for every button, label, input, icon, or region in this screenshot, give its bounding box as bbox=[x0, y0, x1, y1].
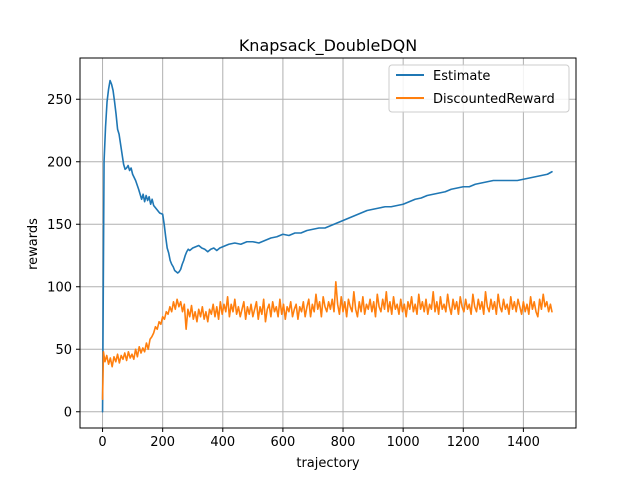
x-tick-label: 1000 bbox=[387, 435, 420, 450]
chart-title: Knapsack_DoubleDQN bbox=[239, 36, 417, 56]
y-tick-label: 50 bbox=[55, 343, 72, 358]
y-tick-label: 250 bbox=[47, 93, 72, 108]
y-tick-label: 100 bbox=[47, 280, 72, 295]
legend-box bbox=[388, 64, 570, 113]
legend-label-discounted-reward: DiscountedReward bbox=[433, 92, 555, 107]
legend: Estimate DiscountedReward bbox=[388, 64, 570, 113]
x-tick-label: 400 bbox=[210, 435, 235, 450]
series-line-estimate bbox=[101, 79, 553, 413]
y-tick-label: 200 bbox=[47, 155, 72, 170]
y-axis-ticks: 0 50 100 150 200 250 bbox=[47, 93, 80, 420]
y-tick-label: 150 bbox=[47, 218, 72, 233]
x-axis-ticks: 0 200 400 600 800 1000 1200 1400 bbox=[98, 428, 540, 450]
x-tick-label: 600 bbox=[270, 435, 295, 450]
gridlines bbox=[80, 58, 576, 428]
x-tick-label: 800 bbox=[331, 435, 356, 450]
x-tick-label: 1400 bbox=[507, 435, 540, 450]
series-group bbox=[101, 79, 553, 413]
axes-frame bbox=[79, 57, 577, 429]
series-line-discountedreward bbox=[101, 280, 553, 401]
legend-label-estimate: Estimate bbox=[433, 69, 490, 84]
x-tick-label: 0 bbox=[98, 435, 106, 450]
x-axis-label: trajectory bbox=[296, 456, 360, 471]
y-tick-label: 0 bbox=[64, 405, 72, 420]
y-axis-label: rewards bbox=[26, 218, 41, 270]
x-tick-label: 200 bbox=[150, 435, 175, 450]
x-tick-label: 1200 bbox=[447, 435, 480, 450]
